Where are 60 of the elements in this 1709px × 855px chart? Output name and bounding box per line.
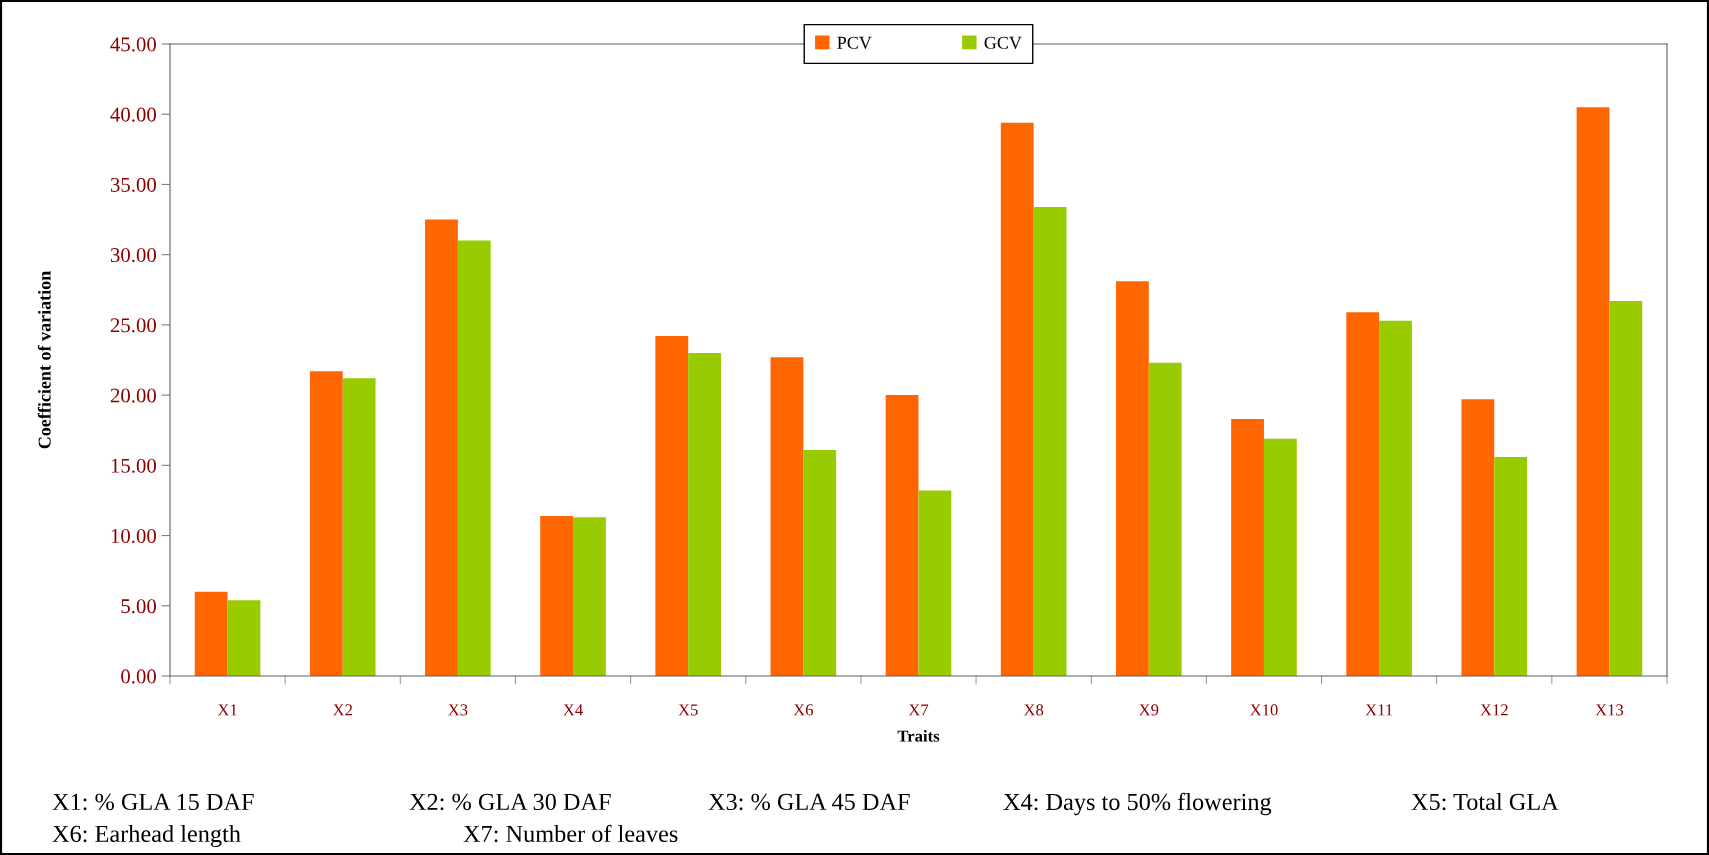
- y-tick-label: 5.00: [121, 599, 157, 614]
- bar: [1033, 206, 1067, 676]
- bar: [1263, 438, 1297, 676]
- bar: [655, 336, 689, 676]
- x-tick-label: X9: [1138, 704, 1159, 716]
- text: X5: Total GLA: [1411, 792, 1559, 811]
- y-tick-label: 25.00: [110, 318, 157, 333]
- x-tick-label: X11: [1365, 704, 1393, 716]
- bar: [1115, 281, 1149, 676]
- text: X7: Number of leaves: [463, 824, 678, 843]
- x-tick-label: X12: [1480, 704, 1508, 716]
- bar: [1379, 320, 1412, 676]
- y-tick-label: 45.00: [110, 37, 157, 52]
- bar: [1576, 107, 1610, 676]
- y-tick-label: 20.00: [110, 388, 157, 403]
- bar: [1494, 456, 1528, 676]
- bar: [342, 378, 376, 676]
- bar: [1609, 301, 1643, 676]
- x-tick-label: X6: [793, 704, 814, 716]
- bar: [770, 357, 804, 676]
- text: X6: Earhead length: [52, 824, 241, 848]
- y-tick-label: 30.00: [110, 248, 157, 263]
- bar: [1346, 312, 1380, 676]
- bar: [457, 240, 491, 676]
- bar: [688, 352, 722, 676]
- bar: [918, 490, 952, 676]
- legend-label: GCV: [984, 36, 1022, 49]
- x-axis-title: Traits: [897, 730, 940, 742]
- bar: [309, 371, 343, 676]
- bar: [1000, 122, 1034, 676]
- y-tick-label: 10.00: [111, 528, 157, 544]
- bar: [425, 219, 458, 676]
- y-tick-label: 35.00: [110, 177, 157, 192]
- y-axis-title: Coefficient of variation: [37, 271, 51, 449]
- text: X4: Days to 50% flowering: [1003, 792, 1272, 816]
- bar: [194, 591, 228, 676]
- bar: [1148, 362, 1182, 676]
- x-tick-label: X5: [678, 704, 698, 716]
- x-tick-label: X13: [1595, 704, 1624, 716]
- x-tick-label: X10: [1249, 704, 1278, 716]
- bar: [1461, 399, 1495, 676]
- bar: [1231, 418, 1264, 676]
- bar: [803, 449, 837, 676]
- x-tick-label: X8: [1023, 704, 1044, 716]
- y-tick-label: 40.00: [110, 107, 157, 122]
- bar: [573, 517, 606, 676]
- x-tick-label: X1: [217, 704, 237, 716]
- legend-label: PCV: [837, 36, 872, 49]
- x-tick-label: X3: [448, 704, 468, 716]
- bar: [540, 515, 574, 676]
- x-tick-label: X4: [563, 704, 583, 716]
- bar: [227, 600, 261, 676]
- text: X3: % GLA 45 DAF: [708, 793, 910, 811]
- bar: [885, 395, 919, 676]
- text: X2: % GLA 30 DAF: [409, 793, 611, 811]
- x-tick-label: X2: [332, 704, 352, 716]
- x-tick-label: X7: [908, 704, 929, 716]
- y-tick-label: 0.00: [121, 669, 157, 684]
- y-tick-label: 15.00: [111, 458, 157, 473]
- text: X1: % GLA 15 DAF: [52, 793, 254, 811]
